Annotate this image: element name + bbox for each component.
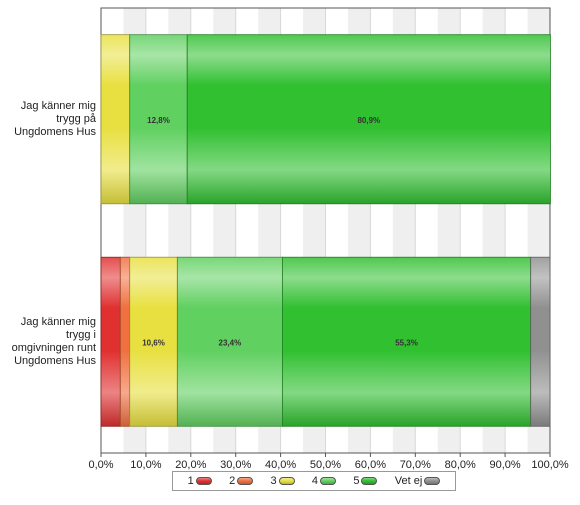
legend: 1 2 3 4 5 Vet ej — [172, 471, 456, 491]
x-tick-label: 50,0% — [310, 459, 341, 471]
bar-segment — [119, 256, 131, 427]
legend-swatch — [424, 477, 441, 485]
data-label: 55,3% — [395, 338, 418, 347]
bar-segment — [530, 256, 551, 427]
category-label: Jag känner mig trygg i omgivningen runt Ung… — [4, 316, 96, 368]
category-label-line: trygg i — [66, 328, 96, 341]
category-label: Jag känner mig trygg på Ungdomens Hus — [4, 100, 96, 139]
bar-segment — [176, 256, 283, 427]
category-label-line: Ungdomens Hus — [14, 354, 96, 367]
legend-label: 1 — [187, 475, 194, 487]
legend-label: 2 — [229, 475, 236, 487]
legend-label: Vet ej — [394, 475, 423, 487]
x-tick-label: 10,0% — [130, 459, 161, 471]
x-tick-label: 20,0% — [175, 459, 206, 471]
data-label: 12,8% — [147, 116, 170, 125]
category-label-line: Jag känner mig — [20, 315, 96, 328]
data-label: 10,6% — [142, 338, 165, 347]
data-label: 80,9% — [357, 116, 380, 125]
bar-segment — [186, 34, 551, 205]
legend-swatch — [361, 477, 378, 485]
category-label-line: Ungdomens Hus — [14, 125, 96, 138]
legend-label: 5 — [353, 475, 360, 487]
x-tick-label: 30,0% — [220, 459, 251, 471]
x-tick-label: 0,0% — [88, 459, 113, 471]
legend-label: 3 — [270, 475, 277, 487]
category-label-line: Jag känner mig — [20, 99, 96, 112]
legend-swatch — [195, 477, 212, 485]
x-tick-label: 80,0% — [445, 459, 476, 471]
bar-segment — [129, 34, 188, 205]
legend-item: 4 — [311, 475, 337, 487]
bar-segment — [129, 256, 178, 427]
legend-label: 4 — [311, 475, 319, 487]
x-tick-label: 60,0% — [355, 459, 386, 471]
legend-item: 2 — [229, 475, 254, 487]
x-tick-label: 40,0% — [265, 459, 296, 471]
legend-swatch — [237, 477, 254, 485]
legend-item: 5 — [353, 475, 378, 487]
category-label-line: omgivningen runt — [11, 341, 96, 354]
legend-item: 3 — [270, 475, 295, 487]
bar-segment — [100, 34, 131, 205]
plot-border — [100, 7, 551, 454]
legend-item: 1 — [188, 475, 212, 487]
x-tick-label: 70,0% — [400, 459, 431, 471]
x-tick-label: 90,0% — [489, 459, 520, 471]
bar-segment — [100, 256, 121, 427]
bar-segment — [281, 256, 532, 427]
legend-swatch — [320, 477, 337, 485]
legend-swatch — [278, 477, 295, 485]
data-label: 23,4% — [219, 338, 242, 347]
x-tick-label: 100,0% — [531, 459, 569, 471]
category-label-line: trygg på — [56, 112, 96, 125]
legend-item: Vet ej — [395, 475, 441, 487]
